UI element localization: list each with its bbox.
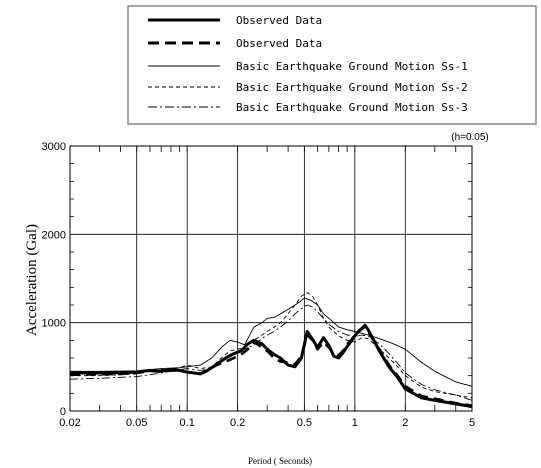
series-line-thin-solid (70, 297, 473, 387)
legend-label-observed-dashed: Observed Data (236, 37, 322, 50)
legend-label-ss3: Basic Earthquake Ground Motion Ss-3 (236, 101, 468, 114)
damping-annotation: (h=0.05) (451, 132, 489, 143)
x-tick-label: 0.1 (180, 417, 195, 429)
series-line-thick-solid (70, 323, 473, 409)
x-tick-label: 0.2 (230, 417, 245, 429)
y-tick-label: 2000 (42, 229, 66, 241)
x-tick-label: 0.02 (59, 417, 80, 429)
x-axis-title: Period ( Seconds) (248, 456, 312, 466)
x-tick-label: 0.05 (126, 417, 147, 429)
y-tick-label: 0 (60, 406, 66, 418)
x-tick-label: 0.5 (297, 417, 312, 429)
legend-label-ss1: Basic Earthquake Ground Motion Ss-1 (236, 60, 468, 73)
legend-label-observed-solid: Observed Data (236, 14, 322, 27)
y-tick-label: 3000 (42, 141, 66, 153)
legend-label-ss2: Basic Earthquake Ground Motion Ss-2 (236, 81, 468, 94)
axis-ticks: 0.02 0.05 0.1 0.2 0.5 1 2 5 0 1000 2000 3000 (42, 141, 476, 429)
y-axis-title: Acceleration (Gal) (24, 224, 40, 336)
plot-frame (69, 145, 473, 412)
legend-frame (127, 5, 537, 125)
grid (70, 146, 472, 411)
x-tick-label: 1 (352, 417, 358, 429)
x-tick-label: 2 (402, 417, 408, 429)
x-tick-label: 5 (469, 417, 475, 429)
series-line-thin-dashed (70, 292, 473, 399)
legend: Observed Data Observed Data Basic Earthq… (127, 5, 537, 125)
series-lines (69, 292, 473, 409)
series-line-dash-dot (69, 304, 473, 401)
y-tick-label: 1000 (42, 318, 66, 330)
